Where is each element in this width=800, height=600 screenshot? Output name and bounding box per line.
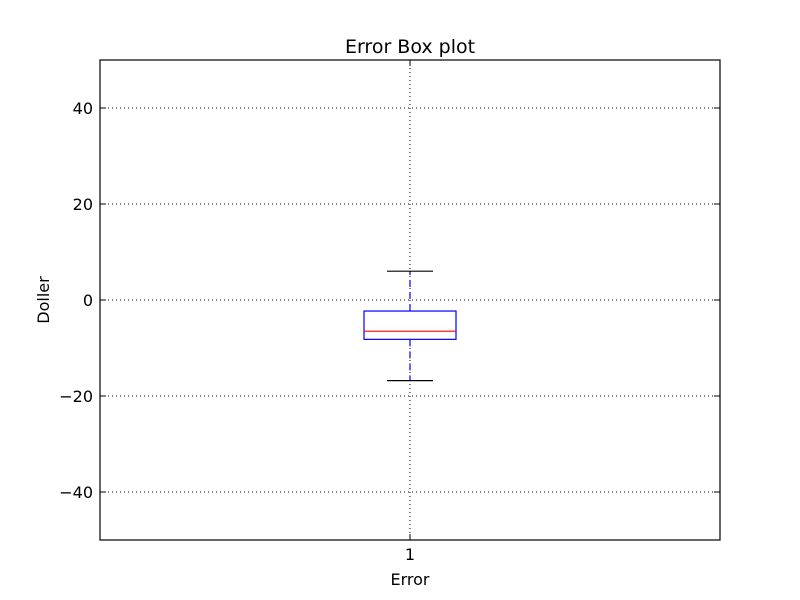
y-tick-label: 40 bbox=[73, 99, 93, 118]
chart-title: Error Box plot bbox=[345, 36, 475, 58]
y-tick-label: 0 bbox=[83, 291, 93, 310]
plot-layer bbox=[363, 270, 457, 382]
tick-layer: −40 −20 0 20 40 1 bbox=[59, 60, 720, 564]
y-tick-label: −20 bbox=[59, 387, 93, 406]
x-tick-label: 1 bbox=[405, 545, 415, 564]
grid-layer bbox=[100, 60, 720, 540]
iqr-box bbox=[363, 310, 457, 340]
y-tick-label: 20 bbox=[73, 195, 93, 214]
y-axis-label: Doller bbox=[34, 276, 53, 324]
y-tick-label: −40 bbox=[59, 483, 93, 502]
x-axis-label: Error bbox=[391, 570, 430, 589]
